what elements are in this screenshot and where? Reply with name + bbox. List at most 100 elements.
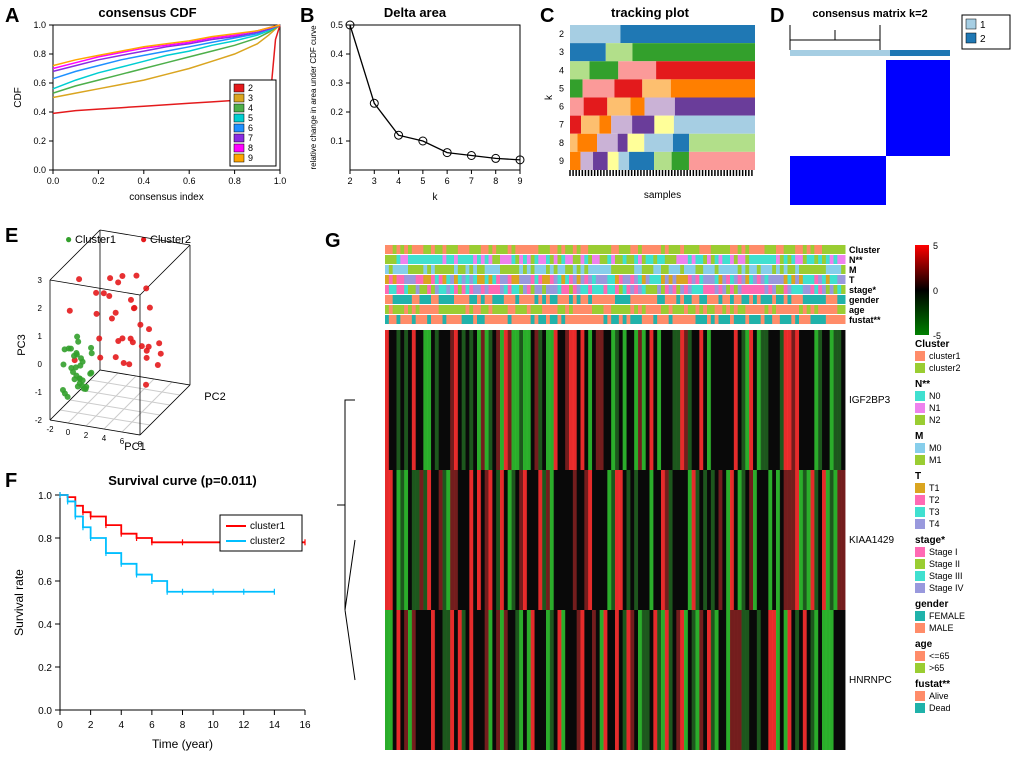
- svg-text:9: 9: [248, 153, 253, 163]
- svg-text:5: 5: [933, 241, 938, 251]
- svg-text:14: 14: [269, 720, 281, 731]
- svg-text:Cluster: Cluster: [915, 339, 950, 350]
- panel-b-title: Delta area: [300, 5, 530, 20]
- svg-text:3: 3: [559, 47, 564, 57]
- svg-text:0.2: 0.2: [38, 663, 52, 674]
- svg-text:4: 4: [248, 103, 253, 113]
- svg-text:0.8: 0.8: [33, 49, 46, 59]
- panel-b: B Delta area 234567890.10.20.30.40.5krel…: [300, 5, 530, 205]
- svg-text:0.0: 0.0: [38, 706, 52, 717]
- svg-text:3: 3: [38, 276, 43, 285]
- svg-text:0.6: 0.6: [38, 577, 52, 588]
- svg-text:0.1: 0.1: [330, 136, 343, 146]
- svg-text:stage*: stage*: [915, 535, 945, 546]
- svg-text:relative change in area under: relative change in area under CDF curve: [309, 25, 318, 170]
- svg-text:T4: T4: [929, 519, 940, 529]
- svg-text:CDF: CDF: [13, 87, 24, 108]
- svg-text:●: ●: [140, 232, 147, 246]
- svg-text:PC1: PC1: [124, 441, 145, 453]
- svg-text:2: 2: [347, 176, 352, 186]
- svg-text:6: 6: [559, 102, 564, 112]
- svg-text:6: 6: [149, 720, 155, 731]
- panel-label-a: A: [5, 5, 19, 28]
- svg-text:<=65: <=65: [929, 651, 950, 661]
- svg-text:age: age: [849, 305, 865, 315]
- svg-text:3: 3: [372, 176, 377, 186]
- svg-text:7: 7: [248, 133, 253, 143]
- svg-text:KIAA1429: KIAA1429: [849, 535, 894, 546]
- svg-text:N**: N**: [915, 379, 930, 390]
- svg-text:cluster2: cluster2: [250, 536, 285, 547]
- svg-text:N0: N0: [929, 391, 941, 401]
- svg-text:T3: T3: [929, 507, 940, 517]
- svg-text:0.6: 0.6: [33, 78, 46, 88]
- svg-text:0.3: 0.3: [330, 78, 343, 88]
- svg-text:Alive: Alive: [929, 691, 949, 701]
- svg-text:Stage IV: Stage IV: [929, 583, 964, 593]
- svg-text:1.0: 1.0: [274, 176, 287, 186]
- svg-text:8: 8: [138, 440, 143, 449]
- svg-text:Time (year): Time (year): [152, 737, 213, 751]
- svg-text:0.0: 0.0: [47, 176, 60, 186]
- svg-text:2: 2: [980, 34, 986, 45]
- cdf-plot: 0.00.20.40.60.81.00.00.20.40.60.81.0cons…: [5, 20, 290, 205]
- svg-text:-1: -1: [35, 388, 43, 397]
- svg-text:Stage I: Stage I: [929, 547, 958, 557]
- svg-text:Stage III: Stage III: [929, 571, 963, 581]
- svg-text:4: 4: [396, 176, 401, 186]
- panel-f: F Survival curve (p=0.011)02468101214160…: [5, 470, 315, 755]
- svg-text:7: 7: [469, 176, 474, 186]
- svg-text:8: 8: [559, 138, 564, 148]
- panel-g: G ClusterN**MTstage*genderagefustat**IGF…: [325, 230, 1015, 755]
- panel-label-b: B: [300, 5, 314, 28]
- svg-text:cluster1: cluster1: [929, 351, 961, 361]
- svg-text:2: 2: [248, 83, 253, 93]
- svg-text:4: 4: [118, 720, 124, 731]
- svg-text:HNRNPC: HNRNPC: [849, 675, 892, 686]
- svg-text:consensus index: consensus index: [129, 192, 204, 203]
- svg-text:5: 5: [248, 113, 253, 123]
- survival-curve: Survival curve (p=0.011)02468101214160.0…: [5, 470, 315, 755]
- svg-text:k: k: [433, 192, 439, 203]
- svg-text:M1: M1: [929, 455, 942, 465]
- svg-text:samples: samples: [644, 190, 681, 201]
- svg-text:0.8: 0.8: [38, 534, 52, 545]
- svg-text:>65: >65: [929, 663, 944, 673]
- svg-text:0: 0: [57, 720, 63, 731]
- svg-text:N1: N1: [929, 403, 941, 413]
- panel-d: D consensus matrix k=212: [770, 5, 1015, 205]
- svg-text:0.4: 0.4: [38, 620, 52, 631]
- svg-text:0: 0: [38, 360, 43, 369]
- svg-text:stage*: stage*: [849, 285, 877, 295]
- svg-text:2: 2: [88, 720, 94, 731]
- tracking-plot: 23456789ksamples: [540, 20, 760, 205]
- svg-text:Cluster1: Cluster1: [75, 234, 116, 246]
- svg-text:2: 2: [559, 29, 564, 39]
- panel-label-f: F: [5, 470, 17, 493]
- svg-text:1.0: 1.0: [33, 20, 46, 30]
- svg-text:0: 0: [933, 286, 938, 296]
- svg-text:PC2: PC2: [204, 391, 225, 403]
- svg-text:IGF2BP3: IGF2BP3: [849, 395, 891, 406]
- svg-text:FEMALE: FEMALE: [929, 611, 965, 621]
- panel-a-title: consensus CDF: [5, 5, 290, 20]
- svg-text:4: 4: [559, 65, 564, 75]
- svg-text:0.2: 0.2: [330, 107, 343, 117]
- svg-text:9: 9: [517, 176, 522, 186]
- svg-text:gender: gender: [915, 599, 948, 610]
- svg-text:0: 0: [66, 428, 71, 437]
- svg-text:PC3: PC3: [16, 334, 28, 355]
- svg-text:10: 10: [208, 720, 220, 731]
- svg-text:cluster1: cluster1: [250, 521, 285, 532]
- svg-text:Survival curve (p=0.011): Survival curve (p=0.011): [108, 473, 257, 488]
- svg-text:0.5: 0.5: [330, 20, 343, 30]
- delta-area-plot: 234567890.10.20.30.40.5krelative change …: [300, 20, 530, 205]
- panel-a: A consensus CDF 0.00.20.40.60.81.00.00.2…: [5, 5, 290, 205]
- svg-text:6: 6: [445, 176, 450, 186]
- svg-text:Dead: Dead: [929, 703, 951, 713]
- svg-text:Survival rate: Survival rate: [12, 569, 26, 636]
- svg-text:-2: -2: [35, 416, 43, 425]
- svg-text:MALE: MALE: [929, 623, 954, 633]
- consensus-matrix: consensus matrix k=212: [770, 5, 1015, 205]
- svg-text:8: 8: [180, 720, 186, 731]
